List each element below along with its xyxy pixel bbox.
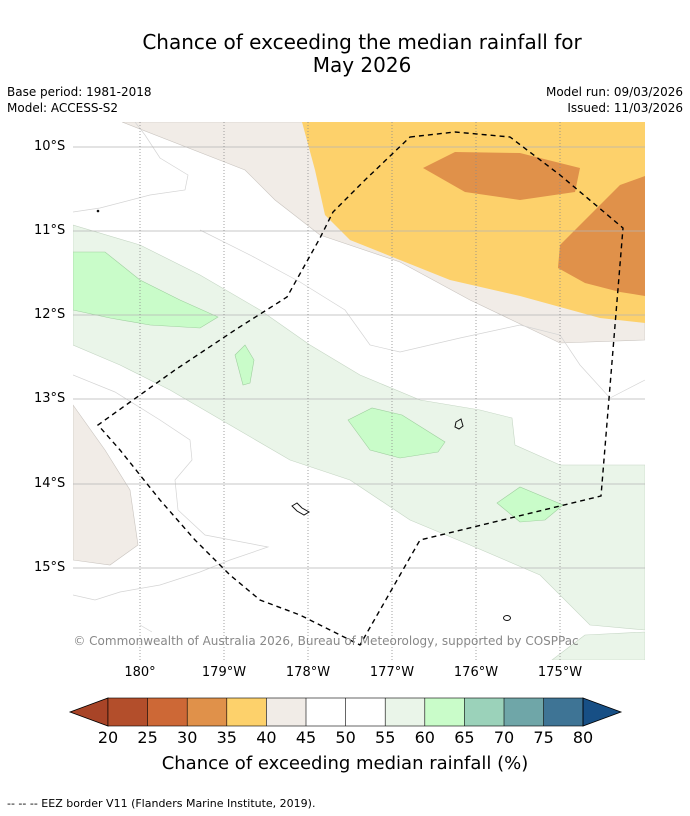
colorbar-swatch <box>226 698 267 726</box>
colorbar-tick: 45 <box>295 728 317 747</box>
colorbar-tick: 20 <box>97 728 119 747</box>
map-area: © Commonwealth of Australia 2026, Bureau… <box>73 122 645 660</box>
eez-legend: -- -- -- EEZ border V11 (Flanders Marine… <box>7 797 316 810</box>
lat-label: 15°S <box>34 560 66 575</box>
lat-label: 11°S <box>34 223 66 238</box>
region-60-65-central <box>347 407 446 459</box>
colorbar-swatch <box>187 698 227 726</box>
map-title: Chance of exceeding the median rainfall … <box>0 31 690 77</box>
colorbar-tick: 80 <box>572 728 594 747</box>
contour-lines <box>73 122 645 633</box>
colorbar-swatch <box>345 698 386 726</box>
meta-right: Model run: 09/03/2026 Issued: 11/03/2026 <box>546 84 683 116</box>
meta-left: Base period: 1981-2018 Model: ACCESS-S2 <box>7 84 152 116</box>
islands <box>96 209 511 621</box>
lon-label: 177°W <box>369 665 415 680</box>
issued-date: Issued: 11/03/2026 <box>567 101 683 115</box>
region-60-65-east <box>496 486 564 523</box>
lat-label: 13°S <box>34 391 66 406</box>
colorbar-swatch <box>504 698 544 726</box>
region-30-35-north <box>423 152 580 200</box>
colorbar-tick: 35 <box>216 728 237 747</box>
colorbar-tick: 50 <box>335 728 356 747</box>
model-run: Model run: 09/03/2026 <box>545 85 683 99</box>
lon-label: 179°W <box>201 665 247 680</box>
lat-label: 14°S <box>34 476 66 491</box>
island-4 <box>96 209 100 213</box>
latitude-gridlines <box>73 146 645 569</box>
colorbar-swatch <box>424 698 465 726</box>
lon-label: 176°W <box>453 665 499 680</box>
lat-label: 10°S <box>34 139 66 154</box>
island-3 <box>503 615 511 621</box>
colorbar-tick: 70 <box>493 728 515 747</box>
colorbar-swatch <box>306 698 346 726</box>
colorbar <box>68 697 623 727</box>
region-45-50-southwest <box>73 404 139 566</box>
colorbar-label: Chance of exceeding median rainfall (%) <box>161 753 529 774</box>
island-2 <box>291 502 310 516</box>
colorbar-swatch <box>108 698 148 726</box>
region-55-60-southeast <box>551 631 645 660</box>
lat-label: 12°S <box>34 307 66 322</box>
model-name: Model: ACCESS-S2 <box>7 101 119 115</box>
colorbar-tick: 65 <box>454 728 475 747</box>
colorbar-tick: 25 <box>137 728 158 747</box>
island-1 <box>454 418 464 430</box>
colorbar-tick: 55 <box>375 728 396 747</box>
lon-label: 175°W <box>537 665 583 680</box>
colorbar-swatch <box>266 698 306 726</box>
eez-border <box>96 131 624 646</box>
colorbar-low-arrow <box>68 697 109 727</box>
colorbar-tick: 40 <box>256 728 277 747</box>
copyright-notice: © Commonwealth of Australia 2026, Bureau… <box>73 634 578 648</box>
colorbar-tick: 60 <box>414 728 435 747</box>
region-60-65-small <box>234 344 255 386</box>
region-60-65-west <box>73 251 219 329</box>
lon-label: 178°W <box>285 665 331 680</box>
lon-label: 180° <box>124 665 156 680</box>
colorbar-swatch <box>147 698 188 726</box>
colorbar-tick: 30 <box>177 728 198 747</box>
base-period: Base period: 1981-2018 <box>7 85 152 99</box>
colorbar-high-arrow <box>582 697 623 727</box>
colorbar-tick: 75 <box>533 728 554 747</box>
title-line-2: May 2026 <box>312 53 412 77</box>
colorbar-swatch <box>464 698 504 726</box>
colorbar-swatch <box>543 698 584 726</box>
region-30-35-east <box>558 176 645 296</box>
colorbar-swatch <box>385 698 425 726</box>
title-line-1: Chance of exceeding the median rainfall … <box>142 30 582 54</box>
